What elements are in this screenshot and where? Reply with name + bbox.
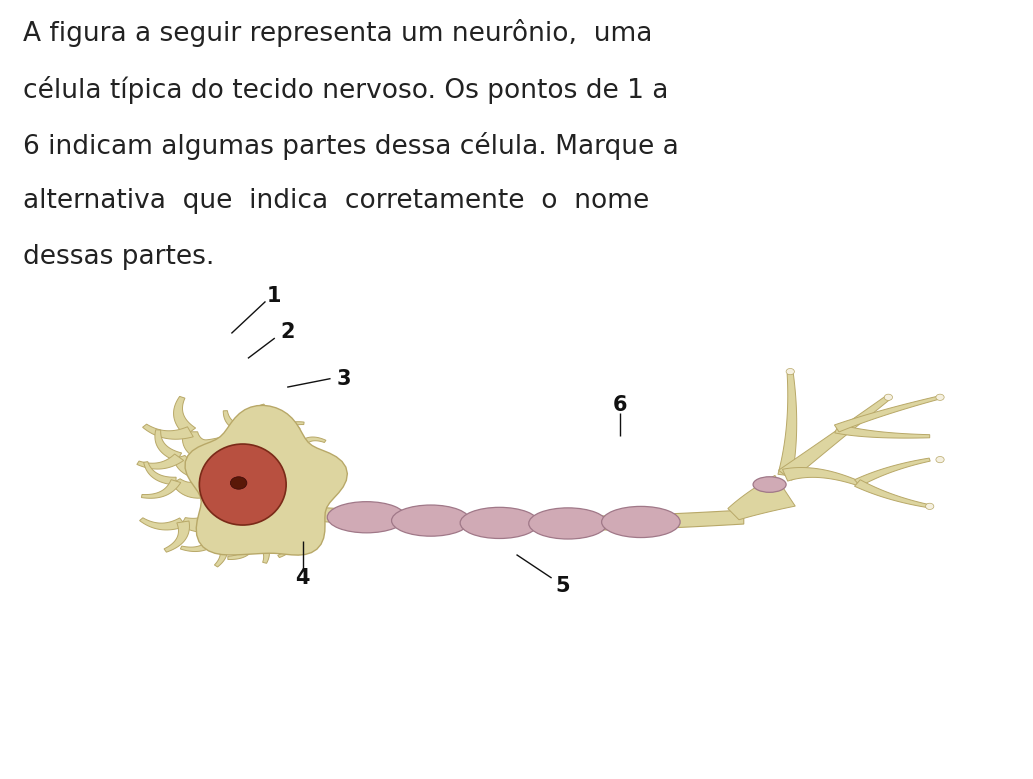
- Ellipse shape: [601, 506, 680, 538]
- Ellipse shape: [230, 477, 247, 489]
- Polygon shape: [142, 480, 181, 499]
- Polygon shape: [250, 527, 271, 548]
- Polygon shape: [285, 531, 313, 548]
- Polygon shape: [295, 437, 326, 449]
- Ellipse shape: [926, 503, 934, 509]
- Polygon shape: [854, 480, 930, 508]
- Polygon shape: [171, 474, 223, 499]
- Ellipse shape: [884, 394, 893, 400]
- Text: 5: 5: [556, 576, 570, 596]
- Ellipse shape: [199, 444, 286, 525]
- Text: 6 indicam algumas partes dessa célula. Marque a: 6 indicam algumas partes dessa célula. M…: [23, 132, 679, 160]
- Polygon shape: [249, 537, 270, 563]
- Text: 1: 1: [267, 286, 281, 306]
- Text: A figura a seguir representa um neurônio,  uma: A figura a seguir representa um neurônio…: [23, 19, 652, 48]
- Polygon shape: [778, 374, 796, 476]
- Polygon shape: [782, 467, 858, 485]
- Polygon shape: [277, 421, 304, 439]
- Polygon shape: [185, 405, 347, 555]
- Polygon shape: [228, 541, 256, 559]
- Polygon shape: [236, 425, 256, 446]
- Polygon shape: [282, 435, 302, 453]
- Polygon shape: [315, 507, 744, 530]
- Polygon shape: [835, 396, 941, 432]
- Polygon shape: [143, 424, 193, 439]
- Polygon shape: [288, 427, 302, 451]
- Ellipse shape: [327, 502, 406, 533]
- Polygon shape: [215, 524, 249, 545]
- Ellipse shape: [529, 508, 607, 539]
- Text: 6: 6: [613, 395, 627, 415]
- Text: célula típica do tecido nervoso. Os pontos de 1 a: célula típica do tecido nervoso. Os pont…: [23, 76, 668, 104]
- Ellipse shape: [392, 505, 470, 536]
- Polygon shape: [728, 475, 795, 520]
- Ellipse shape: [936, 456, 944, 463]
- Polygon shape: [139, 518, 186, 530]
- Polygon shape: [835, 424, 930, 438]
- Polygon shape: [174, 397, 195, 435]
- Ellipse shape: [786, 368, 794, 375]
- Polygon shape: [174, 454, 223, 479]
- Polygon shape: [144, 462, 176, 485]
- Polygon shape: [264, 416, 282, 441]
- Ellipse shape: [936, 394, 944, 400]
- Text: 2: 2: [280, 322, 294, 342]
- Polygon shape: [181, 509, 234, 533]
- Text: 3: 3: [337, 368, 351, 389]
- Polygon shape: [212, 535, 227, 567]
- Polygon shape: [136, 454, 184, 469]
- Polygon shape: [779, 396, 890, 480]
- Polygon shape: [181, 536, 220, 552]
- Polygon shape: [277, 526, 294, 545]
- Polygon shape: [164, 521, 189, 552]
- Polygon shape: [854, 458, 930, 486]
- Polygon shape: [155, 430, 182, 461]
- Text: dessas partes.: dessas partes.: [23, 244, 214, 270]
- Ellipse shape: [460, 507, 538, 538]
- Polygon shape: [223, 411, 250, 433]
- Text: 4: 4: [295, 568, 310, 588]
- Polygon shape: [244, 404, 265, 431]
- Text: alternativa  que  indica  corretamente  o  nome: alternativa que indica corretamente o no…: [23, 188, 649, 213]
- Polygon shape: [183, 432, 229, 464]
- Polygon shape: [278, 533, 293, 558]
- Polygon shape: [268, 427, 282, 446]
- Ellipse shape: [753, 477, 786, 492]
